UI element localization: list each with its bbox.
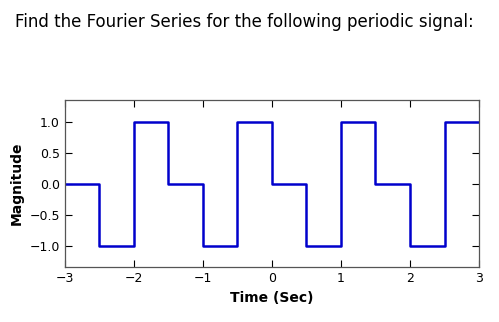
X-axis label: Time (Sec): Time (Sec) xyxy=(230,291,314,305)
Y-axis label: Magnitude: Magnitude xyxy=(10,142,24,225)
Text: Find the Fourier Series for the following periodic signal:: Find the Fourier Series for the followin… xyxy=(15,13,474,31)
